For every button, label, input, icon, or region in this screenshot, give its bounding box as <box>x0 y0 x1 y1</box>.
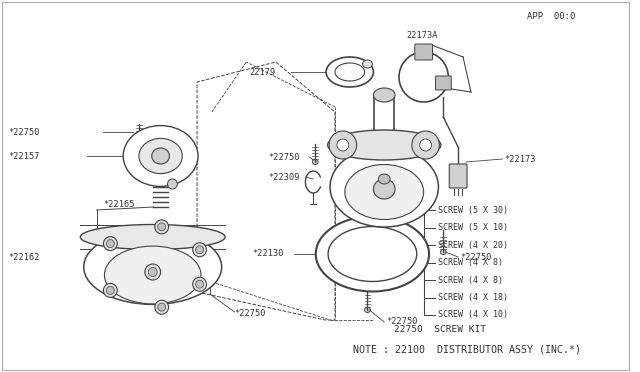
Ellipse shape <box>335 63 365 81</box>
Ellipse shape <box>330 147 438 227</box>
Text: 22750  SCREW KIT: 22750 SCREW KIT <box>394 326 486 334</box>
Ellipse shape <box>193 243 207 257</box>
Ellipse shape <box>440 250 446 254</box>
Ellipse shape <box>193 277 207 291</box>
Text: *22309: *22309 <box>268 173 300 182</box>
Ellipse shape <box>80 224 225 250</box>
Ellipse shape <box>329 131 356 159</box>
Text: 22173A: 22173A <box>406 31 437 39</box>
FancyBboxPatch shape <box>2 2 628 370</box>
Ellipse shape <box>106 240 115 248</box>
Text: SCREW (4 X 8): SCREW (4 X 8) <box>438 276 504 285</box>
Text: *22750: *22750 <box>234 310 266 318</box>
Text: *22130: *22130 <box>252 250 284 259</box>
FancyBboxPatch shape <box>435 76 451 90</box>
Ellipse shape <box>363 60 372 68</box>
Ellipse shape <box>155 220 168 234</box>
Ellipse shape <box>420 139 431 151</box>
Ellipse shape <box>148 267 157 276</box>
Text: *22750: *22750 <box>386 317 418 327</box>
Ellipse shape <box>106 286 115 294</box>
Ellipse shape <box>326 57 373 87</box>
Text: *22173: *22173 <box>504 154 536 164</box>
Ellipse shape <box>378 174 390 184</box>
Text: SCREW (5 X 30): SCREW (5 X 30) <box>438 205 508 215</box>
Text: *22750: *22750 <box>8 128 40 137</box>
Ellipse shape <box>365 308 371 312</box>
Ellipse shape <box>316 217 429 292</box>
Ellipse shape <box>196 246 204 254</box>
Ellipse shape <box>104 237 117 251</box>
Text: *22165: *22165 <box>104 199 135 208</box>
Text: SCREW (4 X 8): SCREW (4 X 8) <box>438 258 504 267</box>
Ellipse shape <box>104 283 117 297</box>
Ellipse shape <box>84 230 221 304</box>
Ellipse shape <box>123 126 198 186</box>
Text: APP  00:0: APP 00:0 <box>527 12 575 20</box>
Text: *22750: *22750 <box>460 253 492 262</box>
Text: SCREW (5 X 10): SCREW (5 X 10) <box>438 223 508 232</box>
Ellipse shape <box>196 280 204 288</box>
Ellipse shape <box>157 223 166 231</box>
Ellipse shape <box>328 130 441 160</box>
Text: 22179: 22179 <box>250 67 276 77</box>
Text: SCREW (4 X 18): SCREW (4 X 18) <box>438 293 508 302</box>
Ellipse shape <box>145 264 161 280</box>
Ellipse shape <box>373 179 395 199</box>
Ellipse shape <box>312 160 318 164</box>
Ellipse shape <box>207 275 213 279</box>
Ellipse shape <box>155 300 168 314</box>
Ellipse shape <box>168 179 177 189</box>
FancyBboxPatch shape <box>449 164 467 188</box>
Ellipse shape <box>139 138 182 174</box>
Text: NOTE : 22100  DISTRIBUTOR ASSY (INC.*): NOTE : 22100 DISTRIBUTOR ASSY (INC.*) <box>353 345 580 355</box>
Ellipse shape <box>373 88 395 102</box>
Ellipse shape <box>328 227 417 282</box>
Ellipse shape <box>337 139 349 151</box>
Ellipse shape <box>152 148 170 164</box>
Text: *22162: *22162 <box>8 253 40 262</box>
Text: SCREW (4 X 20): SCREW (4 X 20) <box>438 241 508 250</box>
Ellipse shape <box>157 303 166 311</box>
Ellipse shape <box>104 246 201 304</box>
Ellipse shape <box>412 131 440 159</box>
Ellipse shape <box>345 164 424 219</box>
FancyBboxPatch shape <box>415 44 433 60</box>
Text: *22750: *22750 <box>268 153 300 161</box>
Text: SCREW (4 X 10): SCREW (4 X 10) <box>438 311 508 320</box>
Text: *22157: *22157 <box>8 151 40 160</box>
Ellipse shape <box>136 138 142 142</box>
